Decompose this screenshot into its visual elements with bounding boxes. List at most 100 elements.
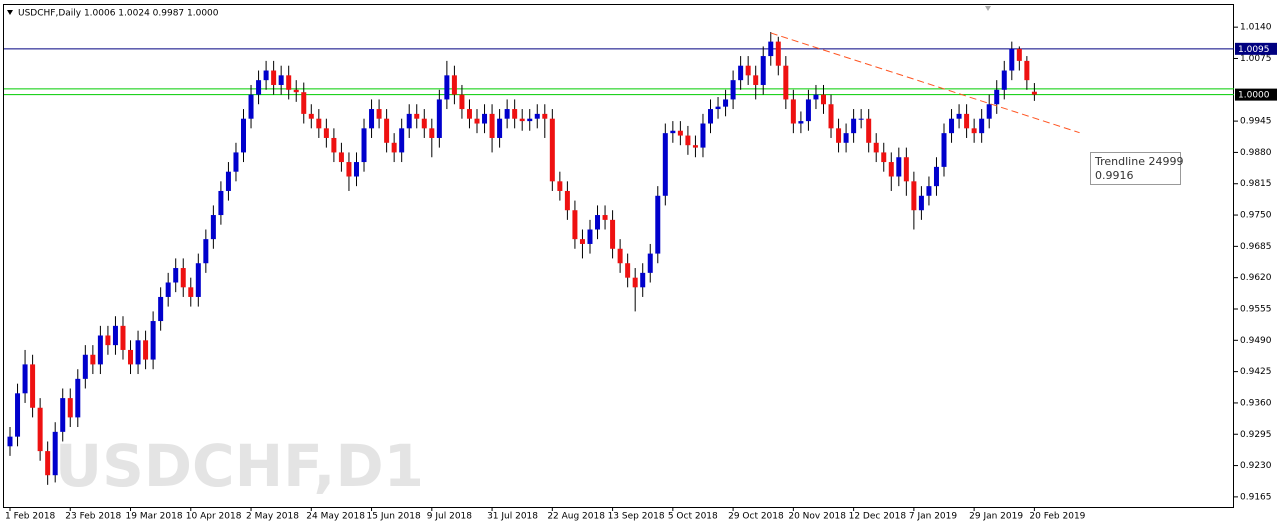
candle-body bbox=[135, 340, 141, 365]
shift-marker bbox=[985, 6, 991, 11]
candle-body bbox=[881, 152, 887, 163]
candle-body bbox=[775, 41, 781, 66]
y-tick-label: 0.9425 bbox=[1240, 367, 1272, 377]
x-tick-label: 22 Aug 2018 bbox=[547, 512, 605, 522]
candle-body bbox=[391, 142, 397, 153]
candle-body bbox=[979, 118, 985, 134]
candle-body bbox=[165, 282, 171, 297]
candle-body bbox=[557, 181, 563, 191]
candle-body bbox=[316, 118, 322, 129]
candle-body bbox=[512, 109, 518, 119]
candle-body bbox=[685, 135, 691, 146]
candle-body bbox=[286, 75, 292, 90]
y-tick-label: 0.9555 bbox=[1240, 304, 1272, 314]
candle-body bbox=[233, 152, 239, 172]
candle-body bbox=[489, 113, 495, 138]
menu-triangle[interactable] bbox=[7, 10, 13, 15]
candle-body bbox=[466, 109, 472, 119]
x-tick-label: 13 Sep 2018 bbox=[608, 512, 665, 522]
candle-body bbox=[60, 398, 66, 432]
watermark: USDCHF,D1 bbox=[55, 432, 424, 500]
candle-body bbox=[805, 99, 811, 122]
candle-body bbox=[956, 113, 962, 119]
candle-body bbox=[610, 219, 616, 249]
y-tick-label: 0.9945 bbox=[1240, 117, 1272, 127]
candle-body bbox=[301, 92, 307, 114]
candle-body bbox=[851, 118, 857, 134]
candle-body bbox=[37, 407, 43, 452]
candle-body bbox=[451, 75, 457, 95]
chart-header: USDCHF,Daily 1.0006 1.0024 0.9987 1.0000 bbox=[18, 9, 219, 19]
x-tick-label: 7 Jan 2019 bbox=[909, 512, 957, 522]
candle-body bbox=[338, 152, 344, 163]
level-label: 1.0000 bbox=[1238, 91, 1270, 101]
candle-body bbox=[640, 272, 646, 288]
y-tick-label: 1.0075 bbox=[1240, 54, 1272, 64]
candle-body bbox=[1024, 60, 1030, 81]
plot-frame bbox=[3, 4, 1234, 508]
candle-body bbox=[602, 215, 608, 220]
candle-body bbox=[971, 128, 977, 134]
candle-body bbox=[1009, 48, 1015, 71]
candle-body bbox=[866, 118, 872, 143]
candle-body bbox=[376, 109, 382, 119]
candle-body bbox=[22, 364, 28, 394]
x-tick-label: 23 Feb 2018 bbox=[65, 512, 121, 522]
trendline-tooltip-box bbox=[1090, 152, 1181, 185]
x-tick-label: 29 Oct 2018 bbox=[728, 512, 784, 522]
candle-body bbox=[519, 118, 525, 122]
candle-body bbox=[195, 263, 201, 297]
y-tick-label: 0.9750 bbox=[1240, 211, 1272, 221]
y-tick-label: 0.9360 bbox=[1240, 398, 1272, 408]
candle-body bbox=[97, 335, 103, 365]
candle-body bbox=[248, 94, 254, 119]
y-tick-label: 0.9815 bbox=[1240, 179, 1272, 189]
candle-body bbox=[384, 118, 390, 143]
x-tick-label: 29 Jan 2019 bbox=[969, 512, 1023, 522]
candle-body bbox=[112, 325, 118, 346]
candle-body bbox=[120, 325, 126, 350]
y-tick-label: 0.9620 bbox=[1240, 273, 1272, 283]
candle-body bbox=[406, 113, 412, 129]
x-tick-label: 20 Nov 2018 bbox=[788, 512, 846, 522]
y-tick-label: 0.9490 bbox=[1240, 336, 1272, 346]
candle-body bbox=[15, 393, 21, 437]
candle-body bbox=[188, 287, 194, 297]
candle-body bbox=[745, 65, 751, 76]
y-tick-label: 0.9165 bbox=[1240, 492, 1272, 502]
level-label-box bbox=[1235, 42, 1277, 55]
candle-body bbox=[820, 94, 826, 105]
x-tick-label: 31 Jul 2018 bbox=[487, 512, 538, 522]
candle-body bbox=[429, 128, 435, 138]
candle-body bbox=[444, 75, 450, 100]
candle-body bbox=[768, 41, 774, 57]
candle-body bbox=[828, 104, 834, 129]
candle-body bbox=[926, 186, 932, 196]
candle-body bbox=[399, 128, 405, 153]
candle-body bbox=[1016, 48, 1022, 61]
candle-body bbox=[903, 157, 909, 182]
candle-body bbox=[173, 268, 179, 283]
candle-body bbox=[1031, 91, 1037, 95]
candle-body bbox=[323, 128, 329, 138]
candle-body bbox=[150, 321, 156, 360]
x-tick-label: 1 Feb 2018 bbox=[5, 512, 56, 522]
candle-body bbox=[180, 268, 186, 288]
candle-body bbox=[256, 80, 262, 95]
candle-body bbox=[7, 436, 13, 447]
candle-body bbox=[843, 133, 849, 143]
candle-body bbox=[738, 65, 744, 81]
candle-body bbox=[836, 128, 842, 143]
x-tick-label: 15 Jun 2018 bbox=[367, 512, 421, 522]
y-tick-label: 0.9230 bbox=[1240, 461, 1272, 471]
candle-body bbox=[30, 364, 36, 408]
candle-body bbox=[210, 215, 216, 240]
candle-body bbox=[421, 118, 427, 129]
candle-body bbox=[986, 104, 992, 119]
candle-body bbox=[225, 171, 231, 191]
candle-body bbox=[670, 130, 676, 134]
candle-body bbox=[369, 109, 375, 129]
x-tick-label: 2 May 2018 bbox=[246, 512, 299, 522]
